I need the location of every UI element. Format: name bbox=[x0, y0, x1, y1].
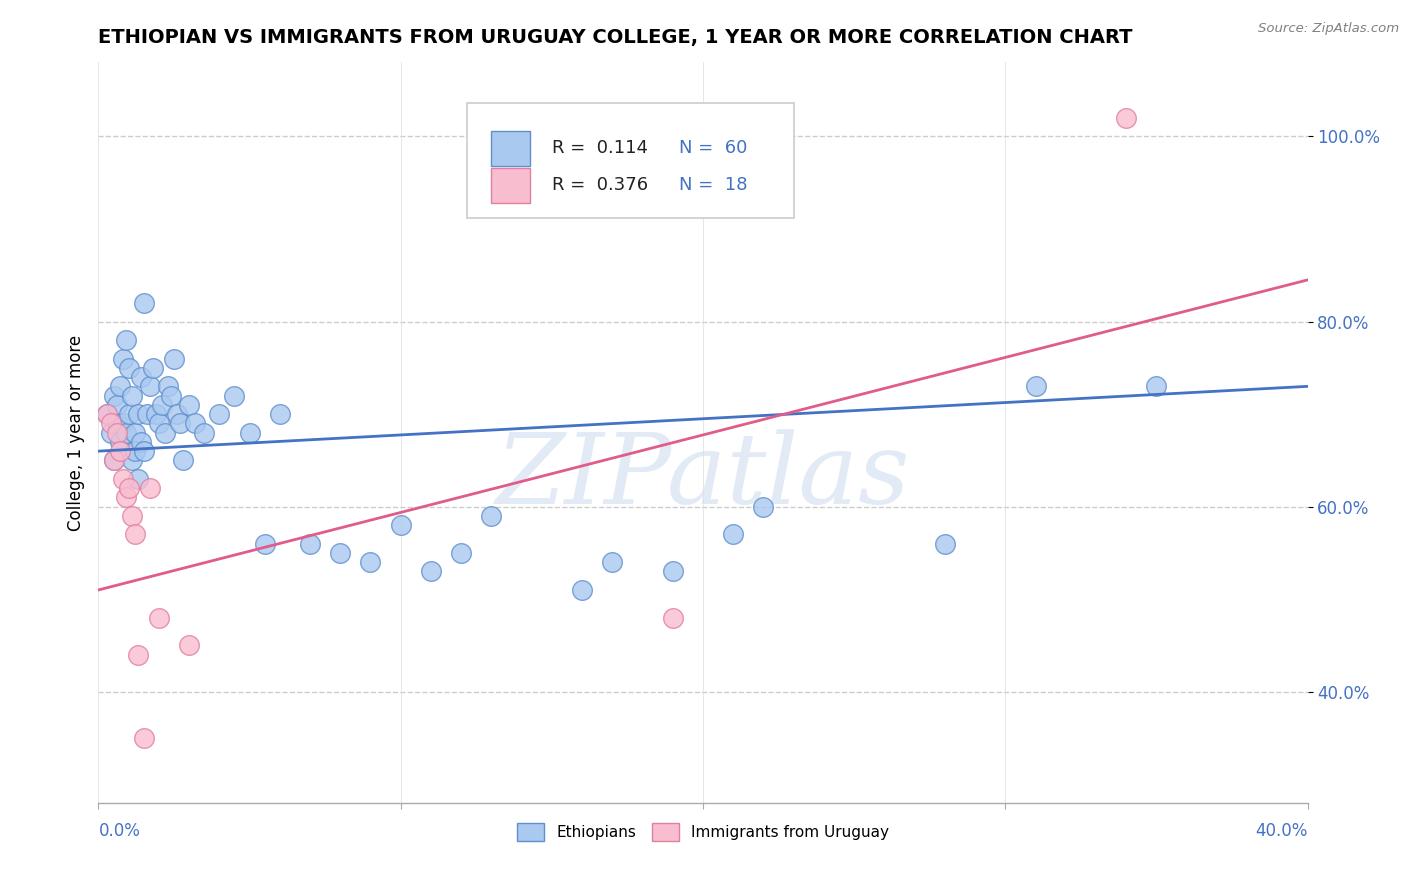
Point bbox=[1024, 379, 1046, 393]
Point bbox=[329, 546, 352, 560]
Point bbox=[1115, 111, 1137, 125]
Point bbox=[239, 425, 262, 440]
Point bbox=[169, 417, 191, 431]
Point bbox=[150, 398, 173, 412]
Point bbox=[96, 407, 118, 421]
Point bbox=[1144, 379, 1167, 393]
Point bbox=[139, 379, 162, 393]
Point bbox=[156, 379, 179, 393]
Point bbox=[139, 481, 162, 495]
Text: 0.0%: 0.0% bbox=[98, 822, 141, 840]
Point bbox=[360, 555, 382, 569]
Point bbox=[121, 453, 143, 467]
Point bbox=[127, 648, 149, 662]
Point bbox=[108, 434, 131, 449]
Text: N =  18: N = 18 bbox=[679, 177, 748, 194]
Text: R =  0.376: R = 0.376 bbox=[551, 177, 648, 194]
FancyBboxPatch shape bbox=[492, 168, 530, 203]
Point bbox=[450, 546, 472, 560]
Y-axis label: College, 1 year or more: College, 1 year or more bbox=[66, 334, 84, 531]
Point bbox=[105, 417, 128, 431]
Point bbox=[108, 444, 131, 458]
Point bbox=[103, 389, 125, 403]
Point bbox=[752, 500, 775, 514]
Point bbox=[153, 425, 176, 440]
Point bbox=[132, 296, 155, 310]
Point bbox=[114, 333, 136, 347]
Point bbox=[661, 565, 683, 579]
Point bbox=[121, 389, 143, 403]
Point bbox=[142, 360, 165, 375]
Point bbox=[723, 527, 745, 541]
Point bbox=[103, 453, 125, 467]
Point bbox=[111, 472, 134, 486]
Point bbox=[389, 518, 412, 533]
Text: R =  0.114: R = 0.114 bbox=[551, 139, 648, 157]
Text: ETHIOPIAN VS IMMIGRANTS FROM URUGUAY COLLEGE, 1 YEAR OR MORE CORRELATION CHART: ETHIOPIAN VS IMMIGRANTS FROM URUGUAY COL… bbox=[98, 28, 1133, 47]
Point bbox=[118, 481, 141, 495]
Legend: Ethiopians, Immigrants from Uruguay: Ethiopians, Immigrants from Uruguay bbox=[510, 817, 896, 847]
Point bbox=[148, 417, 170, 431]
Point bbox=[129, 434, 152, 449]
Point bbox=[193, 425, 215, 440]
Point bbox=[602, 555, 624, 569]
Point bbox=[179, 639, 201, 653]
Point bbox=[111, 351, 134, 366]
Text: N =  60: N = 60 bbox=[679, 139, 747, 157]
Text: 40.0%: 40.0% bbox=[1256, 822, 1308, 840]
Point bbox=[179, 398, 201, 412]
Point bbox=[145, 407, 167, 421]
Point bbox=[163, 351, 186, 366]
Point bbox=[124, 527, 146, 541]
Point bbox=[118, 407, 141, 421]
Point bbox=[118, 360, 141, 375]
Point bbox=[224, 389, 246, 403]
Point bbox=[127, 407, 149, 421]
Point bbox=[661, 611, 683, 625]
Point bbox=[105, 425, 128, 440]
Point bbox=[96, 407, 118, 421]
Point bbox=[132, 444, 155, 458]
Point bbox=[108, 379, 131, 393]
Point bbox=[105, 398, 128, 412]
Point bbox=[253, 536, 276, 550]
Point bbox=[121, 508, 143, 523]
Point bbox=[571, 582, 593, 597]
Text: ZIPatlas: ZIPatlas bbox=[496, 429, 910, 524]
Point bbox=[148, 611, 170, 625]
FancyBboxPatch shape bbox=[467, 103, 793, 218]
Point bbox=[184, 417, 207, 431]
Point bbox=[269, 407, 291, 421]
Point bbox=[160, 389, 183, 403]
Point bbox=[208, 407, 231, 421]
Point bbox=[100, 417, 122, 431]
Point bbox=[481, 508, 503, 523]
Point bbox=[114, 491, 136, 505]
Text: Source: ZipAtlas.com: Source: ZipAtlas.com bbox=[1258, 22, 1399, 36]
Point bbox=[934, 536, 956, 550]
Point bbox=[420, 565, 443, 579]
Point bbox=[100, 425, 122, 440]
Point bbox=[114, 425, 136, 440]
Point bbox=[172, 453, 194, 467]
Point bbox=[124, 425, 146, 440]
Point bbox=[129, 370, 152, 384]
FancyBboxPatch shape bbox=[492, 130, 530, 166]
Point bbox=[124, 444, 146, 458]
Point bbox=[127, 472, 149, 486]
Point bbox=[299, 536, 322, 550]
Point bbox=[103, 453, 125, 467]
Point bbox=[111, 417, 134, 431]
Point bbox=[135, 407, 157, 421]
Point bbox=[166, 407, 188, 421]
Point bbox=[132, 731, 155, 745]
